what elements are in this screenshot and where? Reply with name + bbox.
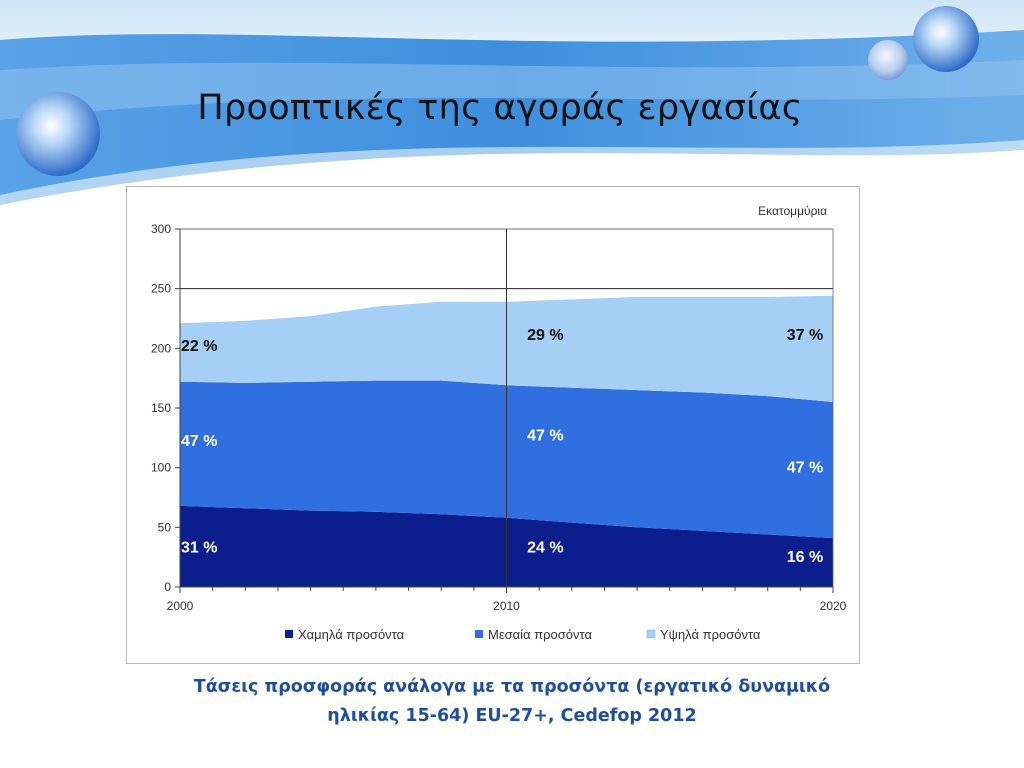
percent-label: 16 % <box>787 549 823 566</box>
legend: Χαμηλά προσόντα Μεσαία προσόντα Υψηλά προσ… <box>285 627 761 642</box>
medium-orb-decoration <box>913 6 979 72</box>
legend-swatch <box>646 629 656 639</box>
reference-lines <box>180 228 834 587</box>
header-banner <box>0 0 1024 215</box>
stacked-area-chart: 0 50 100 150 200 250 300 2000 2010 2020 31 % 47 % 2… <box>151 204 847 642</box>
y-tick-label: 50 <box>158 520 172 534</box>
y-tick-label: 250 <box>151 282 171 296</box>
y-tick-label: 300 <box>151 222 171 236</box>
y-tick-label: 200 <box>151 341 171 355</box>
small-orb-decoration <box>868 40 908 80</box>
unit-label: Εκατομμύρια <box>758 204 827 218</box>
percent-label: 29 % <box>527 327 563 344</box>
percent-label: 47 % <box>181 433 217 450</box>
y-tick-label: 150 <box>151 401 171 415</box>
y-tick-label: 100 <box>151 461 171 475</box>
axes: 0 50 100 150 200 250 300 2000 2010 2020 <box>151 222 847 613</box>
legend-label: Υψηλά προσόντα <box>660 627 761 642</box>
caption-line-1: Τάσεις προσφοράς ανάλογα με τα προσόντα … <box>193 677 831 697</box>
x-tick-label: 2000 <box>167 599 194 613</box>
percent-label: 37 % <box>787 327 823 344</box>
x-tick-label: 2010 <box>493 599 520 613</box>
percent-label: 47 % <box>527 427 563 444</box>
legend-swatch <box>285 630 293 638</box>
percent-label: 22 % <box>181 338 217 355</box>
x-tick-label: 2020 <box>820 599 847 613</box>
caption-line-2: ηλικίας 15-64) EU-27+, Cedefop 2012 <box>327 706 697 726</box>
percent-annotations: 31 % 47 % 22 % 24 % 47 % 29 % 16 % 47 % 37 % <box>181 327 823 566</box>
legend-swatch <box>475 630 483 638</box>
chart-frame: 0 50 100 150 200 250 300 2000 2010 2020 31 % 47 % 2… <box>126 186 860 664</box>
y-tick-label: 0 <box>164 580 171 594</box>
percent-label: 47 % <box>787 459 823 476</box>
slide-title: Προοπτικές της αγοράς εργασίας <box>197 88 803 128</box>
percent-label: 31 % <box>181 539 217 556</box>
legend-label: Μεσαία προσόντα <box>488 627 592 642</box>
percent-label: 24 % <box>527 539 563 556</box>
large-orb-decoration <box>16 92 100 176</box>
legend-label: Χαμηλά προσόντα <box>298 627 405 642</box>
figure-caption: Τάσεις προσφοράς ανάλογα με τα προσόντα … <box>112 673 912 731</box>
